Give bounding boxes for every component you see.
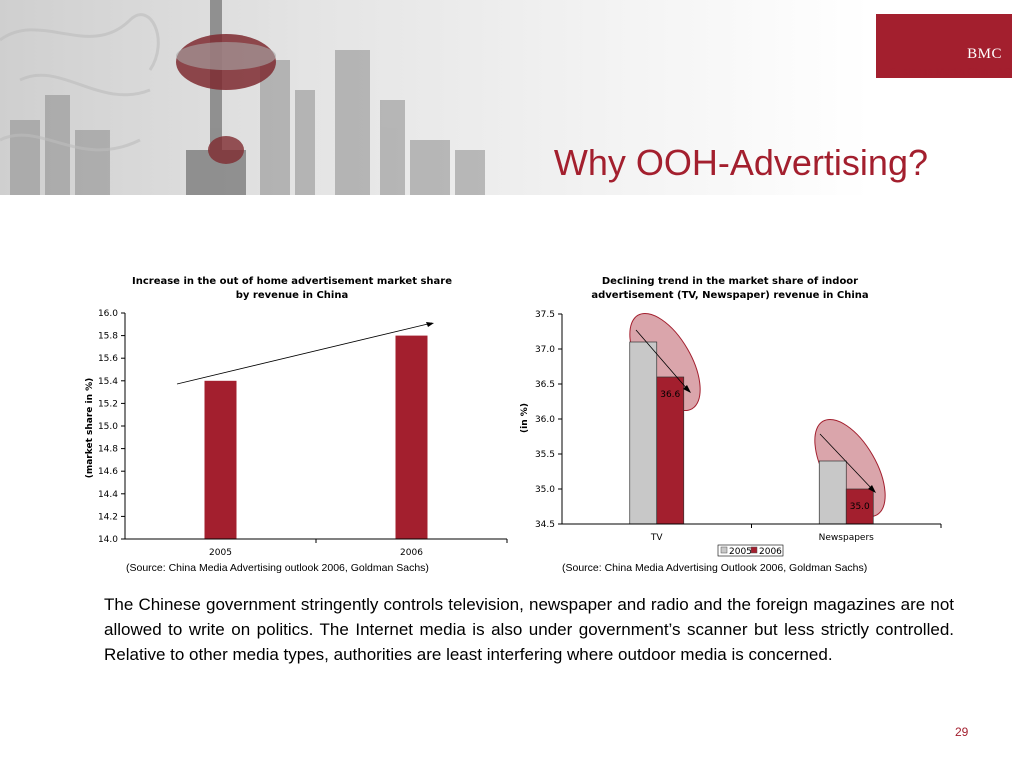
newspapers-trend-arrowhead (868, 485, 876, 493)
logo-subtitle: Business Media China AG (890, 66, 1012, 78)
y-tick-label: 14.4 (98, 490, 118, 500)
y-tick-label: 15.0 (98, 422, 118, 432)
header-banner: BMC Business Media China AG Why OOH-Adve… (0, 0, 1024, 195)
y-tick-label: 37.0 (535, 345, 555, 355)
chart-title-line: by revenue in China (236, 290, 348, 301)
x-tick-label: 2006 (400, 548, 423, 558)
logo-text: BMC (967, 46, 1002, 62)
logo: BMC (876, 14, 1012, 78)
newspapers-trend-arrow (819, 433, 874, 491)
y-tick-label: 14.2 (98, 512, 118, 522)
legend-label-2005: 2005 (729, 547, 752, 557)
trend-arrowhead (426, 322, 434, 327)
y-tick-label: 36.0 (535, 415, 555, 425)
y-tick-label: 14.8 (98, 445, 118, 455)
bar-2006 (395, 335, 428, 539)
skyline-image (0, 0, 485, 195)
chart-title-line: Increase in the out of home advertisemen… (132, 276, 452, 287)
legend-label-2006: 2006 (759, 547, 782, 557)
y-tick-label: 36.5 (535, 380, 555, 390)
y-tick-label: 35.5 (535, 450, 555, 460)
chart-source: (Source: China Media Advertising outlook… (126, 562, 429, 574)
chart-source: (Source: China Media Advertising Outlook… (562, 562, 868, 574)
chart-title-line: advertisement (TV, Newspaper) revenue in… (591, 290, 868, 301)
y-tick-label: 14.0 (98, 535, 118, 545)
tv-trend-arrowhead (683, 385, 691, 393)
bar-newspapers-2005 (818, 460, 847, 525)
trend-arrow (176, 322, 433, 385)
chart-ooh-market-share: Increase in the out of home advertisemen… (85, 276, 508, 558)
data-label-tv-2006: 36.6 (660, 390, 680, 400)
y-tick-label: 15.6 (98, 354, 118, 364)
y-tick-label: 14.6 (98, 467, 118, 477)
y-tick-label: 15.4 (98, 377, 118, 387)
bar-tv-2005 (629, 341, 658, 525)
bar-tv-2006 (656, 376, 685, 525)
x-tick-label: Newspapers (819, 533, 874, 543)
legend-swatch-2006 (750, 546, 758, 554)
y-axis-title: (in %) (520, 403, 530, 433)
y-axis-title: (market share in %) (85, 378, 95, 479)
tv-trend-arrow (635, 329, 689, 391)
y-tick-label: 15.2 (98, 399, 118, 409)
page-title: Why OOH-Advertising? (553, 142, 928, 183)
y-tick-label: 15.8 (98, 332, 118, 342)
y-tick-label: 16.0 (98, 309, 118, 319)
body-paragraph: The Chinese government stringently contr… (104, 595, 954, 664)
y-tick-label: 35.0 (535, 485, 555, 495)
x-tick-label: 2005 (209, 548, 232, 558)
bar-2005 (204, 380, 237, 539)
x-tick-label: TV (650, 533, 663, 543)
legend-swatch-2005 (720, 546, 728, 554)
data-label-newspapers-2006: 35.0 (850, 502, 870, 512)
y-tick-label: 37.5 (535, 310, 555, 320)
page-number: 29 (955, 725, 969, 739)
y-tick-label: 34.5 (535, 520, 555, 530)
chart-indoor-market-share: Declining trend in the market share of i… (520, 276, 942, 557)
chart-title-line: Declining trend in the market share of i… (602, 276, 858, 287)
chart-legend: 2005 2006 (717, 544, 784, 557)
